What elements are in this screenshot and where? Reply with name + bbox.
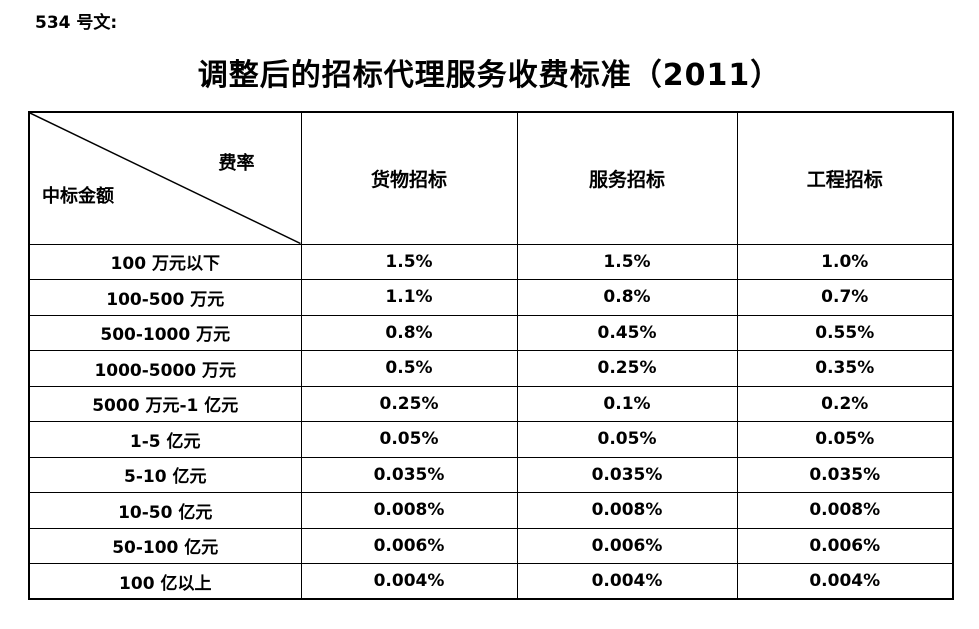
diagonal-divider-line xyxy=(30,113,301,244)
table-row: 50-100 亿元 0.006% 0.006% 0.006% xyxy=(28,527,954,564)
engineering-rate-cell: 0.55% xyxy=(736,314,954,351)
service-rate-cell: 0.035% xyxy=(516,456,738,493)
fee-table: 费率 中标金额 货物招标 服务招标 工程招标 100 万元以下 1.5% 1.5… xyxy=(28,111,954,600)
corner-header-cell: 费率 中标金额 xyxy=(28,111,302,245)
header-row: 费率 中标金额 货物招标 服务招标 工程招标 xyxy=(28,111,954,245)
table-row: 100 万元以下 1.5% 1.5% 1.0% xyxy=(28,243,954,280)
amount-cell: 100 亿以上 xyxy=(28,563,302,600)
goods-rate-cell: 1.1% xyxy=(300,279,518,316)
table-row: 100-500 万元 1.1% 0.8% 0.7% xyxy=(28,279,954,316)
table-row: 5-10 亿元 0.035% 0.035% 0.035% xyxy=(28,456,954,493)
engineering-rate-cell: 0.7% xyxy=(736,279,954,316)
table-row: 1-5 亿元 0.05% 0.05% 0.05% xyxy=(28,421,954,458)
amount-cell: 50-100 亿元 xyxy=(28,527,302,564)
engineering-rate-cell: 0.05% xyxy=(736,421,954,458)
service-rate-cell: 1.5% xyxy=(516,243,738,280)
goods-rate-cell: 0.035% xyxy=(300,456,518,493)
table-row: 5000 万元-1 亿元 0.25% 0.1% 0.2% xyxy=(28,385,954,422)
table-row: 1000-5000 万元 0.5% 0.25% 0.35% xyxy=(28,350,954,387)
page-title: 调整后的招标代理服务收费标准（2011） xyxy=(197,58,782,93)
table-row: 100 亿以上 0.004% 0.004% 0.004% xyxy=(28,563,954,600)
goods-rate-cell: 0.006% xyxy=(300,527,518,564)
amount-cell: 1-5 亿元 xyxy=(28,421,302,458)
amount-cell: 5000 万元-1 亿元 xyxy=(28,385,302,422)
column-header-service: 服务招标 xyxy=(516,111,738,245)
service-rate-cell: 0.05% xyxy=(516,421,738,458)
goods-rate-cell: 0.5% xyxy=(300,350,518,387)
goods-rate-cell: 0.8% xyxy=(300,314,518,351)
doc-number: 534 号文: xyxy=(35,13,118,33)
engineering-rate-cell: 0.004% xyxy=(736,563,954,600)
engineering-rate-cell: 0.008% xyxy=(736,492,954,529)
engineering-rate-cell: 0.035% xyxy=(736,456,954,493)
goods-rate-cell: 0.008% xyxy=(300,492,518,529)
service-rate-cell: 0.25% xyxy=(516,350,738,387)
goods-rate-cell: 1.5% xyxy=(300,243,518,280)
service-rate-cell: 0.1% xyxy=(516,385,738,422)
service-rate-cell: 0.8% xyxy=(516,279,738,316)
column-header-goods: 货物招标 xyxy=(300,111,518,245)
engineering-rate-cell: 0.006% xyxy=(736,527,954,564)
amount-cell: 100 万元以下 xyxy=(28,243,302,280)
column-header-engineering: 工程招标 xyxy=(736,111,954,245)
service-rate-cell: 0.008% xyxy=(516,492,738,529)
amount-cell: 10-50 亿元 xyxy=(28,492,302,529)
amount-cell: 100-500 万元 xyxy=(28,279,302,316)
corner-label-amount: 中标金额 xyxy=(42,185,114,207)
amount-cell: 5-10 亿元 xyxy=(28,456,302,493)
engineering-rate-cell: 0.2% xyxy=(736,385,954,422)
service-rate-cell: 0.45% xyxy=(516,314,738,351)
table-row: 10-50 亿元 0.008% 0.008% 0.008% xyxy=(28,492,954,529)
goods-rate-cell: 0.05% xyxy=(300,421,518,458)
table-row: 500-1000 万元 0.8% 0.45% 0.55% xyxy=(28,314,954,351)
service-rate-cell: 0.004% xyxy=(516,563,738,600)
goods-rate-cell: 0.004% xyxy=(300,563,518,600)
service-rate-cell: 0.006% xyxy=(516,527,738,564)
engineering-rate-cell: 0.35% xyxy=(736,350,954,387)
amount-cell: 500-1000 万元 xyxy=(28,314,302,351)
amount-cell: 1000-5000 万元 xyxy=(28,350,302,387)
goods-rate-cell: 0.25% xyxy=(300,385,518,422)
engineering-rate-cell: 1.0% xyxy=(736,243,954,280)
corner-label-rate: 费率 xyxy=(218,153,255,174)
